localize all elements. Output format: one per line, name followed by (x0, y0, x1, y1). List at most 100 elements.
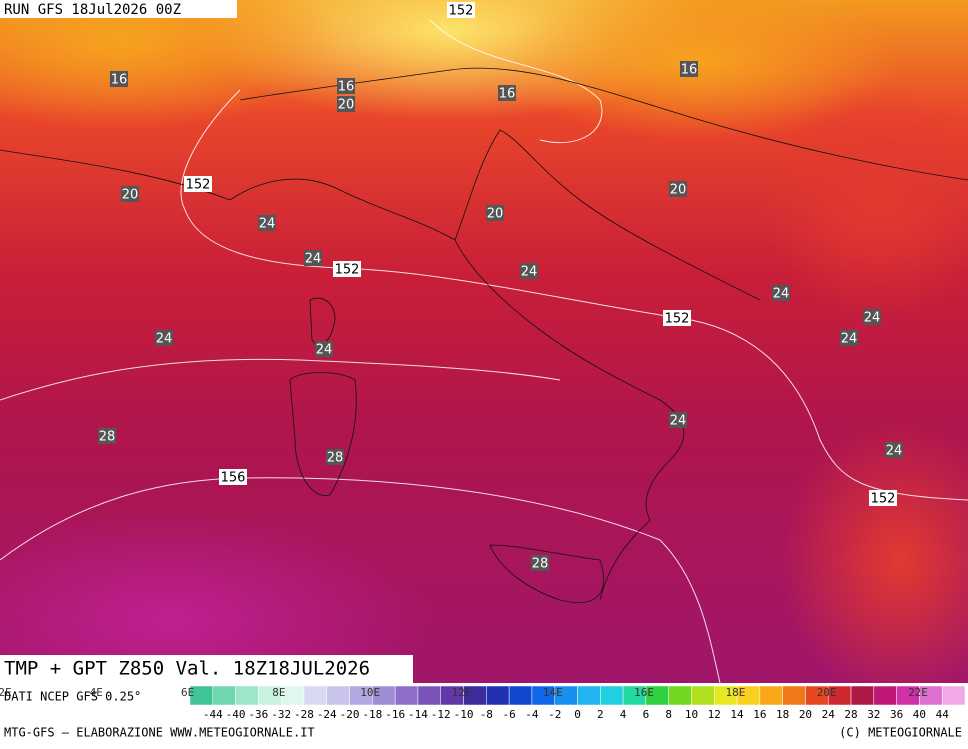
contour-label: 24 (864, 311, 881, 326)
contour-label-box (885, 442, 903, 458)
run-label: RUN GFS 18Jul2026 00Z (4, 2, 181, 18)
contour-label: 20 (338, 98, 355, 113)
contour-label-box (110, 71, 128, 87)
contour-label-box (447, 2, 475, 18)
longitude-label: 20E (817, 686, 837, 699)
color-swatch (941, 685, 966, 706)
contour-label-box (337, 96, 355, 112)
legend-tick-label: 36 (890, 708, 903, 721)
contour-label-box (326, 449, 344, 465)
legend-tick-label: 10 (685, 708, 698, 721)
longitude-label: 8E (272, 686, 285, 699)
legend-tick-label: -16 (385, 708, 405, 721)
color-swatch (782, 685, 806, 706)
contour-label: 152 (186, 178, 211, 193)
contour-label-box (98, 428, 116, 444)
contour-label: 24 (773, 287, 790, 302)
legend-tick-label: -2 (548, 708, 561, 721)
color-swatch (691, 685, 715, 706)
legend-tick-label: -8 (480, 708, 493, 721)
contour-label-box (680, 61, 698, 77)
contour-label: 24 (259, 217, 276, 232)
legend-tick-label: 20 (799, 708, 812, 721)
copyright-label: (C) METEOGIORNALE (839, 726, 962, 740)
contour-label-box (121, 186, 139, 202)
legend-tick-label: -20 (340, 708, 360, 721)
contour-label-box (669, 181, 687, 197)
color-swatch (577, 685, 601, 706)
contour-label: 28 (532, 557, 549, 572)
legend-tick-label: 6 (643, 708, 650, 721)
contour-label: 152 (335, 263, 360, 278)
contour-label: 16 (338, 80, 355, 95)
color-swatch (212, 685, 236, 706)
contour-label: 16 (499, 87, 516, 102)
color-swatch (873, 685, 897, 706)
legend-tick-label: 40 (913, 708, 926, 721)
contour-label: 152 (449, 4, 474, 19)
contour-label: 24 (156, 332, 173, 347)
contour-label: 152 (871, 492, 896, 507)
contour-label-box (486, 205, 504, 221)
legend-tick-label: 28 (844, 708, 857, 721)
color-swatch (850, 685, 875, 706)
color-swatch (394, 685, 419, 706)
contour-label: 24 (886, 444, 903, 459)
legend-tick-label: 24 (822, 708, 836, 721)
legend-tick-label: 16 (753, 708, 766, 721)
color-swatch (417, 685, 441, 706)
isohypses (0, 19, 968, 684)
legend-tick-label: -14 (408, 708, 428, 721)
contour-label: 16 (111, 73, 128, 88)
color-swatch (508, 685, 533, 706)
legend-tick-label: 8 (665, 708, 672, 721)
contour-label-box (498, 85, 516, 101)
legend-tick-label: -4 (525, 708, 539, 721)
contour-label-box (333, 261, 361, 277)
contour-label: 24 (316, 343, 333, 358)
color-swatch (759, 685, 783, 706)
contour-label-box (520, 263, 538, 279)
legend-tick-label: -40 (226, 708, 246, 721)
legend-tick-label: 32 (867, 708, 880, 721)
legend-tick-label: 2 (597, 708, 604, 721)
contour-label: 16 (681, 63, 698, 78)
longitude-label: 12E (452, 686, 472, 699)
contour-label: 24 (841, 332, 858, 347)
product-box (0, 655, 413, 683)
legend-tick-label: 4 (620, 708, 627, 721)
contour-label: 20 (670, 183, 687, 198)
longitude-label: 4E (90, 686, 103, 699)
legend-tick-label: 0 (574, 708, 581, 721)
color-swatch (303, 685, 328, 706)
color-swatch (486, 685, 510, 706)
longitude-label: 6E (181, 686, 194, 699)
contour-label-box (315, 341, 333, 357)
contour-label-box (531, 555, 549, 571)
legend-tick-label: -12 (431, 708, 451, 721)
contour-label: 156 (221, 471, 246, 486)
contour-label-box (840, 330, 858, 346)
credit-label: MTG-GFS — ELABORAZIONE WWW.METEOGIORNALE… (4, 726, 315, 740)
legend-tick-label: 44 (936, 708, 950, 721)
longitude-label: 16E (634, 686, 654, 699)
contour-label: 24 (521, 265, 538, 280)
legend-tick-label: -28 (294, 708, 314, 721)
contour-label-box (863, 309, 881, 325)
legend-tick-label: -36 (248, 708, 268, 721)
contour-label: 152 (665, 312, 690, 327)
contour-label-box (663, 310, 691, 326)
map-field (0, 0, 968, 730)
legend-tick-label: -44 (203, 708, 223, 721)
legend-tick-label: 12 (708, 708, 721, 721)
longitude-label: 14E (543, 686, 563, 699)
contour-label-box (304, 250, 322, 266)
contour-label-box (669, 412, 687, 428)
contour-label-box (155, 330, 173, 346)
legend-tick-label: -6 (502, 708, 515, 721)
contour-label-box (184, 176, 212, 192)
contour-label: 20 (487, 207, 504, 222)
contour-label: 24 (670, 414, 687, 429)
contour-label: 24 (305, 252, 322, 267)
